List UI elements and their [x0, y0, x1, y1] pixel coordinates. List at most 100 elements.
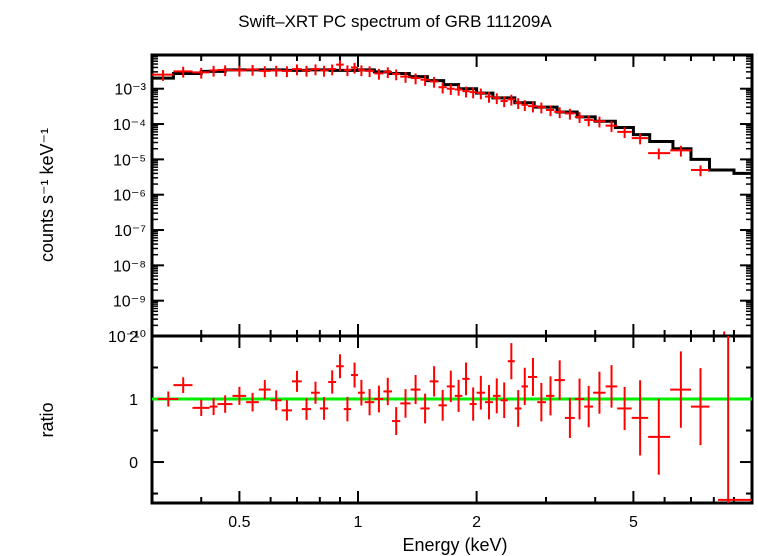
ratio-data-point: [476, 375, 485, 410]
spectrum-data-point: [292, 64, 302, 76]
ratio-data-point: [617, 386, 632, 431]
ratio-data-point: [574, 378, 585, 420]
x-tick-label: 2: [472, 514, 481, 531]
ratio-data-point: [364, 389, 375, 416]
ratio-data-point: [648, 398, 671, 475]
ratio-data-point: [584, 385, 594, 428]
spectrum-data-point: [469, 87, 477, 99]
spectrum-data-point: [173, 66, 193, 78]
spectrum-data-point: [545, 105, 555, 117]
spectrum-data-point: [429, 76, 439, 88]
spectrum-data-point: [351, 62, 359, 74]
ratio-data-point: [192, 399, 210, 416]
ratio-data-point: [328, 370, 337, 394]
ratio-data-point: [383, 377, 393, 406]
ratio-data-point: [246, 392, 259, 412]
ratio-data-point: [292, 370, 302, 392]
ratio-data-point: [209, 398, 218, 416]
y-tick-label: 10⁻⁵: [113, 152, 146, 169]
ratio-data-point: [400, 389, 411, 418]
energy-x-tick-labels: 0.5 1 2 5: [228, 514, 638, 531]
spectrum-data-point: [258, 66, 271, 78]
spectrum-data-point: [631, 133, 649, 145]
y-tick-label: 10⁻⁴: [113, 117, 146, 134]
y-tick-label: 10⁻⁸: [113, 258, 146, 275]
ratio-data-point: [258, 379, 271, 400]
ratio-data-point: [270, 390, 282, 411]
ratio-data-point: [232, 386, 247, 405]
spectrum-data-point: [281, 66, 293, 78]
spectrum-data-point: [537, 102, 546, 114]
spectrum-data-point: [554, 107, 565, 119]
spectrum-data-point: [192, 67, 210, 79]
spectrum-data-point: [217, 65, 233, 77]
ratio-data-point: [718, 336, 752, 503]
y-tick-label: 10⁻⁶: [113, 188, 146, 205]
ratio-axis-ticks: [151, 335, 752, 503]
spectrum-data-point: [500, 96, 508, 108]
spectrum-data-point: [343, 65, 352, 77]
ratio-data-point: [492, 378, 501, 414]
spectrum-data-point: [507, 94, 515, 106]
model-step-line: [152, 68, 752, 175]
ratio-data-point: [545, 376, 555, 416]
y-tick-label: 10⁻¹⁰: [108, 329, 146, 346]
ratio-panel: 0 1 2 0.5 1 2 5: [129, 329, 754, 531]
ratio-data-point: [484, 384, 493, 420]
spectrum-data-points: [152, 60, 738, 337]
ratio-data-point: [157, 391, 179, 407]
spectrum-data-point: [232, 65, 247, 77]
ratio-data-point: [311, 381, 320, 404]
ratio-data-point: [564, 397, 575, 439]
ratio-data-point: [351, 362, 359, 388]
model-curve: [152, 68, 752, 175]
spectrum-data-point: [648, 148, 671, 160]
ratio-data-point: [527, 358, 538, 396]
ratio-data-point: [554, 360, 565, 400]
ratio-y-axis-label: ratio: [37, 402, 57, 437]
ratio-data-point: [521, 367, 528, 406]
ratio-data-point: [410, 375, 421, 405]
spectrum-data-point: [364, 66, 375, 78]
spectrum-data-point: [574, 112, 585, 124]
x-axis-label: Energy (keV): [402, 535, 507, 555]
spectrum-data-point: [246, 64, 259, 76]
spectrum-data-point: [514, 98, 522, 109]
spectrum-data-point: [319, 65, 329, 77]
ratio-data-point: [301, 398, 312, 420]
ratio-data-point: [217, 395, 233, 413]
x-tick-label: 1: [354, 514, 363, 531]
spectrum-data-point: [690, 165, 710, 177]
ratio-data-point: [670, 351, 691, 428]
spectrum-data-point: [438, 82, 447, 94]
spectrum-data-point: [270, 65, 282, 77]
spectrum-data-point: [584, 115, 594, 127]
chart-title: Swift–XRT PC spectrum of GRB 111209A: [238, 12, 552, 31]
spectrum-panel: 10⁻³ 10⁻⁴ 10⁻⁵ 10⁻⁶ 10⁻⁷ 10⁻⁸ 10⁻⁹ 10⁻¹⁰: [108, 53, 754, 346]
spectrum-data-point: [374, 68, 384, 80]
spectrum-data-point: [593, 116, 606, 128]
ratio-data-point: [446, 370, 455, 403]
ratio-y-tick-labels: 0 1 2: [129, 329, 138, 472]
spectrum-data-point: [301, 65, 312, 77]
ratio-data-point: [429, 366, 439, 397]
ratio-data-point: [690, 368, 710, 446]
spectrum-data-point: [383, 67, 393, 79]
spectrum-data-point: [420, 75, 430, 86]
spectrum-data-point: [311, 64, 320, 76]
ratio-data-point: [438, 389, 447, 421]
ratio-data-point: [319, 397, 329, 420]
ratio-y-tick-label: 0: [129, 455, 138, 472]
ratio-data-point: [281, 400, 293, 421]
spectrum-data-point: [492, 93, 501, 105]
ratio-data-point: [336, 354, 344, 379]
ratio-y-tick-label: 1: [129, 392, 138, 409]
y-tick-label: 10⁻⁹: [113, 294, 146, 311]
spectrum-data-point: [410, 73, 421, 85]
ratio-data-point: [374, 385, 384, 413]
ratio-data-points: [157, 336, 752, 503]
ratio-data-point: [500, 382, 508, 419]
x-tick-label: 0.5: [228, 514, 250, 531]
ratio-data-point: [514, 390, 522, 427]
